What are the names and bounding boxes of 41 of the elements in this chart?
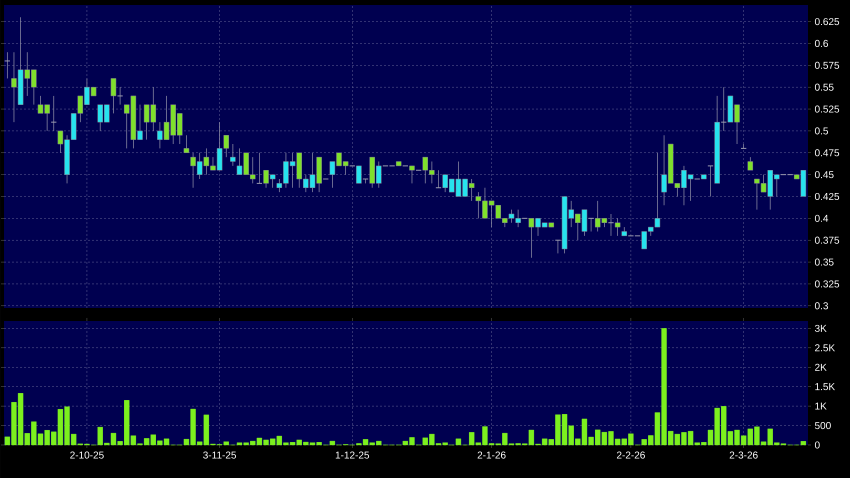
x-tick-label: 2-3-26 [730, 452, 758, 459]
candlestick [50, 96, 57, 132]
x-tick-label: 2-10-25 [70, 452, 104, 459]
y-tick-label: 0.55 [814, 84, 834, 91]
candlestick [608, 214, 614, 236]
y-tick-label: 0.425 [814, 192, 840, 200]
y-tick-label: 0 [814, 441, 820, 449]
y-tick-label: 0.625 [814, 18, 840, 26]
y-tick-label: 1.5K [815, 383, 835, 390]
y-tick-label: 0.35 [814, 258, 834, 266]
y-tick-label: 0.525 [814, 106, 840, 113]
y-tick-label: 500 [814, 422, 831, 430]
x-tick-label: 2-2-26 [616, 452, 645, 459]
y-tick-label: 0.475 [814, 149, 840, 156]
y-tick-label: 0.6 [814, 40, 828, 47]
y-tick-label: 1K [815, 402, 827, 410]
x-tick-label: 1-12-25 [336, 452, 370, 459]
candlestick [435, 170, 442, 188]
y-tick-label: 2K [815, 364, 827, 371]
candlestick [256, 152, 263, 184]
y-tick-label: 0.4 [814, 214, 828, 222]
y-tick-label: 0.3 [814, 302, 828, 310]
y-tick-label: 0.5 [814, 127, 828, 134]
candlestick [230, 144, 236, 166]
y-tick-label: 0.375 [814, 236, 840, 244]
candlestick [4, 52, 10, 79]
candlestick [720, 86, 727, 132]
y-tick-label: 0.325 [814, 280, 840, 288]
y-tick-label: 0.45 [814, 171, 834, 178]
candlestick [748, 156, 754, 171]
x-tick-label: 2-1-26 [478, 452, 506, 459]
candlestick [116, 86, 124, 106]
y-tick-label: 3K [814, 324, 827, 332]
candlestick [554, 240, 562, 254]
candlestick [362, 178, 369, 184]
candlestick [707, 165, 714, 197]
x-tick-label: 3-11-25 [203, 452, 236, 459]
candlestick [184, 134, 190, 154]
y-tick-label: 0.575 [814, 62, 840, 69]
y-tick-label: 2.5K [815, 344, 835, 352]
candlestick [588, 218, 594, 232]
